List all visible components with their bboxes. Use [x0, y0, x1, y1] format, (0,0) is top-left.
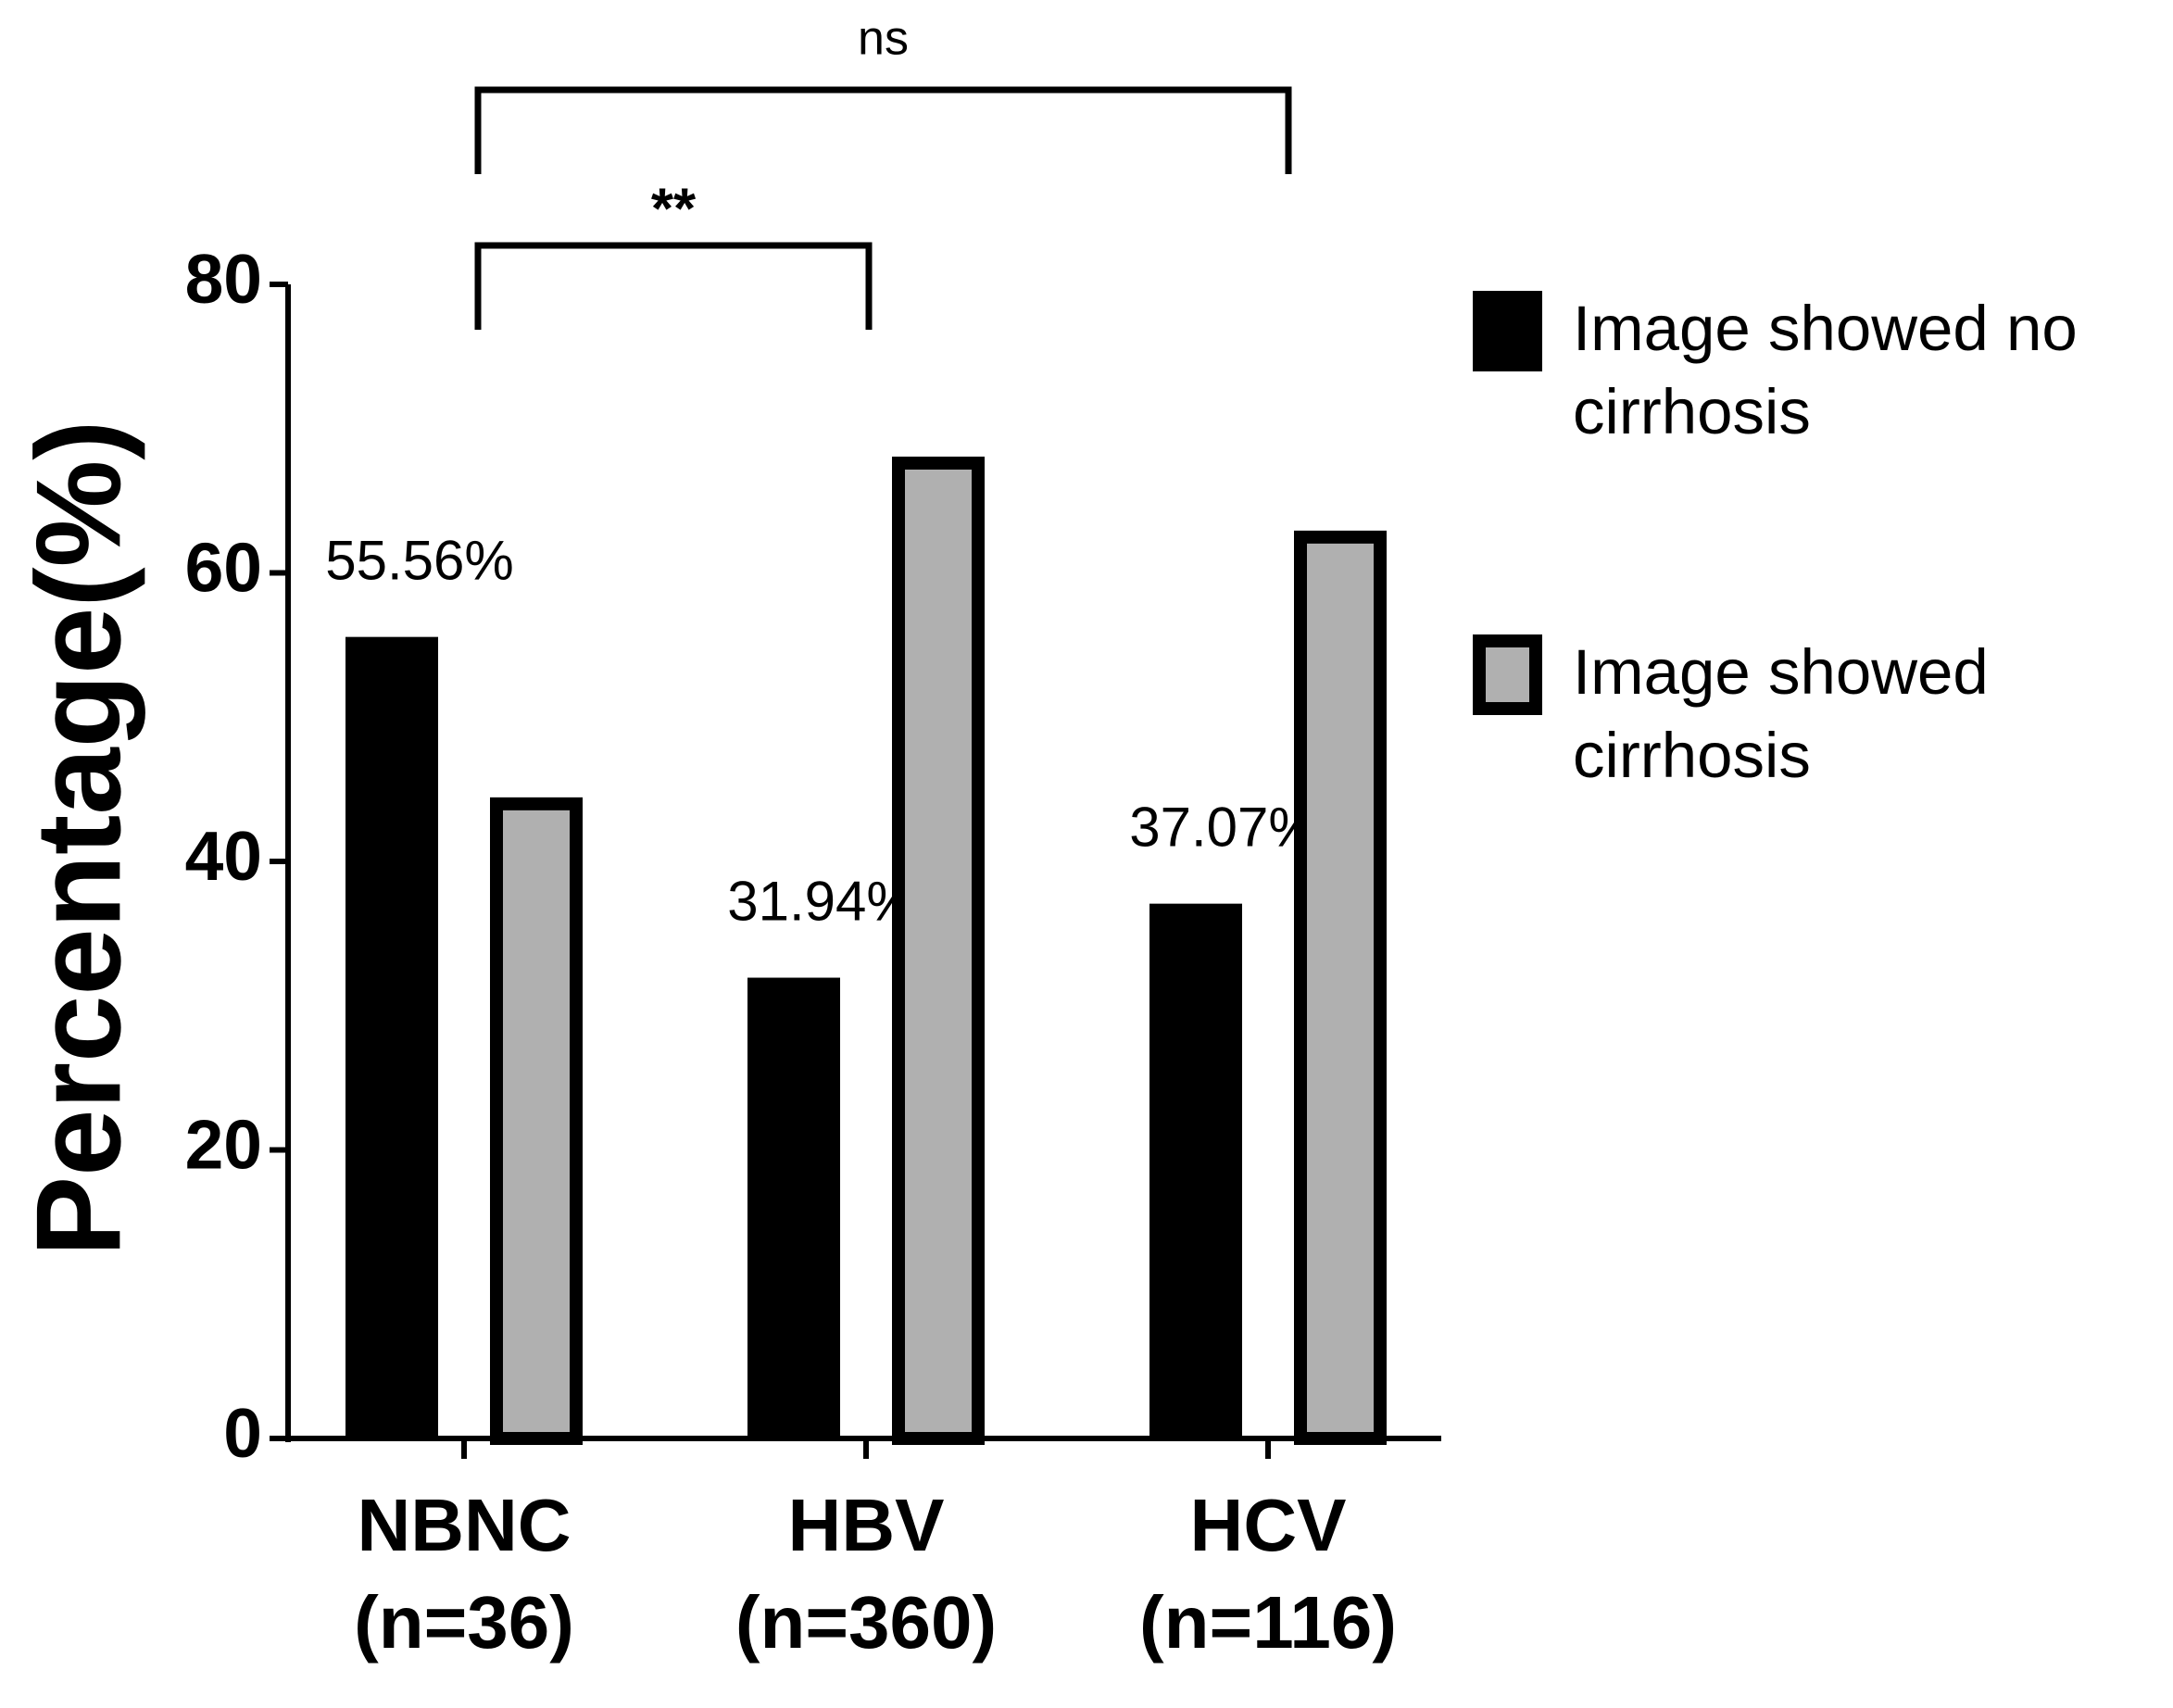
x-tick-sublabel: (n=36) [354, 1581, 574, 1664]
y-tick-label: 60 [185, 528, 262, 606]
significance-bracket [474, 242, 873, 330]
y-axis-label: Percentage(%) [10, 420, 145, 1256]
y-tick-label: 20 [185, 1105, 262, 1183]
data-label: 31.94% [727, 870, 916, 932]
legend-label: Image showed cirrhosis [1573, 636, 1989, 791]
legend-swatch [1473, 291, 1542, 371]
x-tick-sublabel: (n=360) [735, 1581, 997, 1664]
significance-label: ns [858, 12, 909, 66]
bar [345, 636, 438, 1438]
significance-bracket [474, 86, 1292, 174]
bar [747, 977, 840, 1438]
y-tick-label: 40 [185, 817, 262, 895]
x-tick-label: NBNC [357, 1484, 571, 1566]
x-tick-label: HBV [788, 1484, 945, 1566]
legend-swatch [1473, 634, 1542, 715]
data-label: 37.07% [1129, 796, 1318, 858]
y-tick-label: 80 [185, 240, 262, 318]
y-tick-label: 0 [223, 1394, 262, 1472]
data-label: 55.56% [325, 529, 514, 591]
significance-label: ** [651, 177, 697, 241]
legend-label: Image showed no cirrhosis [1573, 293, 2078, 447]
bar [1149, 903, 1242, 1438]
bar [1294, 530, 1387, 1445]
x-tick-label: HCV [1190, 1484, 1347, 1566]
bar [490, 797, 583, 1445]
x-tick-sublabel: (n=116) [1139, 1581, 1397, 1664]
bar [892, 456, 985, 1446]
